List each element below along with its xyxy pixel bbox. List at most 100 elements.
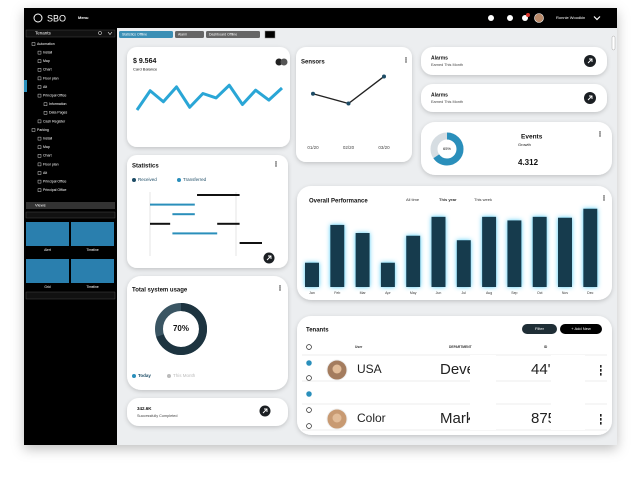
- menu-dot[interactable]: [603, 195, 605, 197]
- card-brand: [280, 58, 288, 66]
- table-header: DEPARTMENT: [449, 345, 472, 349]
- performance-x-label: Oct: [537, 291, 542, 295]
- views-header: [26, 202, 115, 209]
- tree-item[interactable]: Principal Office: [43, 188, 67, 192]
- arrow-icon: [587, 95, 593, 101]
- view-tile[interactable]: [26, 259, 69, 283]
- menu-link[interactable]: Menu: [78, 15, 89, 20]
- menu-dot[interactable]: [275, 165, 277, 167]
- tenant-avatar-face: [332, 413, 342, 423]
- menu-dot[interactable]: [603, 199, 605, 201]
- menu-dot[interactable]: [405, 61, 407, 63]
- row-menu: [600, 418, 602, 421]
- menu-dot[interactable]: [599, 135, 601, 137]
- menu-dot[interactable]: [405, 59, 407, 61]
- performance-filter[interactable]: This week: [474, 197, 492, 202]
- table-header: ID: [544, 345, 548, 349]
- views-title: Views: [35, 203, 46, 208]
- row-checkbox[interactable]: [306, 423, 312, 429]
- performance-title: Overall Performance: [309, 199, 368, 205]
- row-checkbox[interactable]: [306, 344, 312, 350]
- tree-item[interactable]: Floor plan: [43, 76, 59, 80]
- tree-item[interactable]: Parking: [37, 128, 49, 132]
- tree-item[interactable]: Chart: [43, 68, 52, 72]
- tab-add: [264, 30, 276, 39]
- right-handle: [611, 35, 616, 51]
- sensor-point: [382, 74, 386, 79]
- tree-item[interactable]: Floor plan: [43, 162, 59, 166]
- tree-item[interactable]: Map: [43, 59, 50, 63]
- tree-item[interactable]: Install: [43, 137, 52, 141]
- row-checkbox[interactable]: [306, 391, 312, 397]
- row-menu: [600, 422, 602, 425]
- sidebar-footer: [25, 291, 116, 300]
- collapse-icon: [107, 31, 113, 35]
- performance-filter[interactable]: All time: [406, 197, 420, 202]
- view-tile[interactable]: [26, 222, 69, 246]
- performance-x-label: Mar: [360, 291, 367, 295]
- topbar-icon[interactable]: [507, 15, 513, 21]
- table-cell: Mark: [440, 410, 474, 427]
- completed-value: 342.6K: [137, 406, 152, 411]
- tab[interactable]: [119, 31, 173, 38]
- row-menu: [600, 365, 602, 368]
- tree-item[interactable]: Alt: [43, 171, 47, 175]
- menu-dot[interactable]: [405, 57, 407, 59]
- cell-fade: [551, 355, 585, 430]
- balance-label: Card Balance: [133, 67, 158, 72]
- performance-bar: [456, 240, 471, 287]
- legend-dot: [132, 178, 136, 182]
- tenants-button[interactable]: [560, 324, 602, 334]
- tree-item[interactable]: Automation: [37, 42, 55, 46]
- topbar-icon[interactable]: [522, 15, 528, 21]
- menu-dot[interactable]: [275, 161, 277, 163]
- alarm-card: [421, 47, 607, 75]
- menu-dot[interactable]: [279, 285, 281, 287]
- view-tile[interactable]: [71, 259, 114, 283]
- menu-dot[interactable]: [603, 197, 605, 199]
- tree-item[interactable]: Install: [43, 51, 52, 55]
- tab[interactable]: [175, 31, 204, 38]
- tab[interactable]: [206, 31, 260, 38]
- menu-dot[interactable]: [599, 133, 601, 135]
- menu-dot[interactable]: [599, 131, 601, 133]
- tenants-button[interactable]: [522, 324, 557, 334]
- tree-icon: [37, 119, 42, 124]
- usage-donut-arc: [155, 303, 207, 355]
- view-tile[interactable]: [71, 222, 114, 246]
- menu-dot[interactable]: [275, 163, 277, 165]
- tree-icon: [37, 171, 42, 175]
- balance-card: [127, 47, 290, 147]
- completed-card: [127, 398, 288, 426]
- sidebar-title: Tenants: [35, 31, 52, 36]
- balance-line: [135, 83, 284, 111]
- table-cell: Color: [357, 411, 386, 425]
- cell-fade: [585, 360, 599, 380]
- row-checkbox[interactable]: [306, 360, 312, 366]
- arrow-icon: [266, 255, 272, 261]
- tree-item[interactable]: Cash Register: [43, 119, 66, 123]
- tree-item[interactable]: Map: [43, 145, 50, 149]
- tree-icon: [37, 179, 42, 184]
- view-tile-label: Timeline: [86, 285, 99, 289]
- tree-item[interactable]: Principal Office: [43, 94, 67, 98]
- tree-icon: [37, 145, 42, 149]
- cell-fade: [585, 409, 599, 429]
- tree-item[interactable]: Principal Office: [43, 180, 67, 184]
- topbar-icon[interactable]: [488, 15, 494, 21]
- tree-item[interactable]: Alt: [43, 85, 47, 89]
- tree-item[interactable]: Data Pages: [49, 111, 68, 115]
- tree-item[interactable]: Chart: [43, 154, 52, 158]
- menu-dot[interactable]: [279, 287, 281, 289]
- row-checkbox[interactable]: [306, 375, 312, 381]
- performance-filter[interactable]: This year: [439, 197, 457, 202]
- tree-icon: [37, 93, 42, 98]
- legend-dot: [177, 178, 181, 182]
- user-name[interactable]: Ronnie Woodkin: [556, 15, 585, 20]
- menu-dot[interactable]: [279, 289, 281, 291]
- row-checkbox[interactable]: [306, 407, 312, 413]
- statistics-bar: [150, 222, 171, 225]
- tree-item[interactable]: Information: [49, 102, 67, 106]
- statistics-bar: [239, 242, 262, 244]
- statistics-bar: [172, 213, 195, 216]
